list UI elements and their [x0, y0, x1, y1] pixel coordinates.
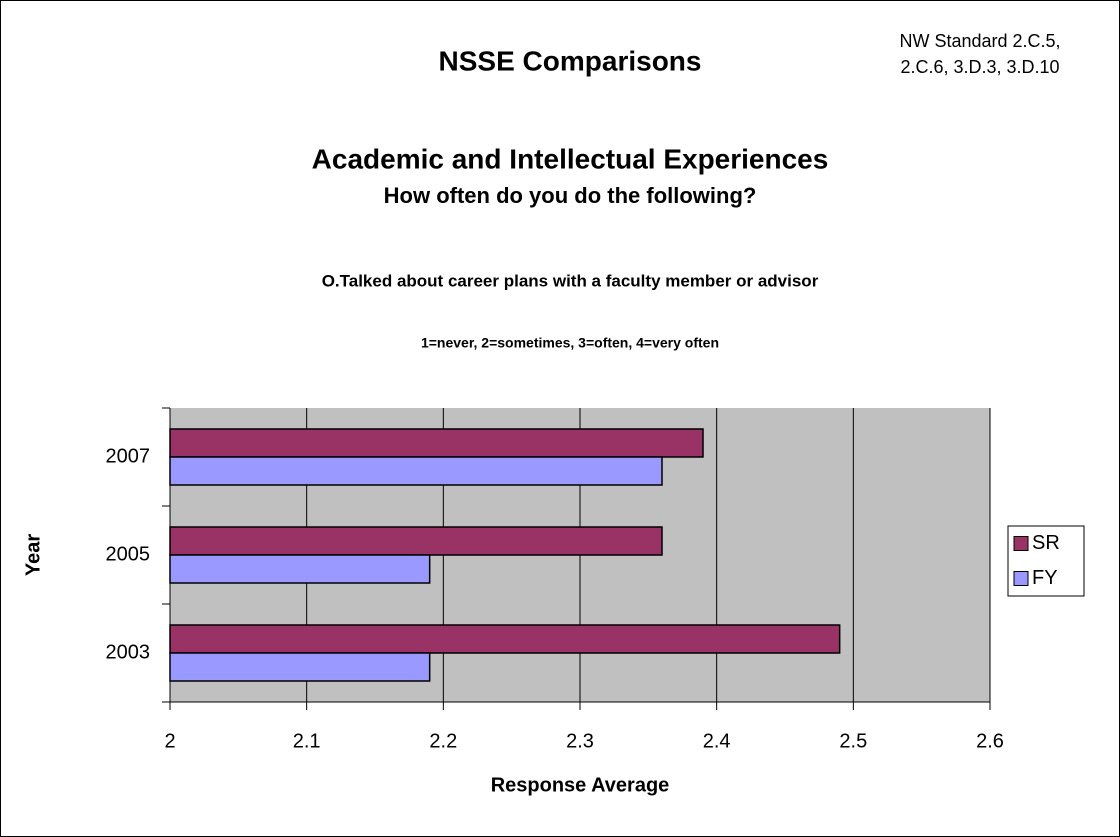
bar: [169, 652, 431, 682]
x-tick-label: 2.2: [429, 730, 457, 752]
subtitle: How often do you do the following?: [384, 183, 757, 208]
note: 2.C.6, 3.D.3, 3.D.10: [900, 57, 1059, 77]
y-axis-label: Year: [22, 534, 44, 576]
note: NW Standard 2.C.5,: [899, 31, 1060, 51]
bar: [169, 624, 841, 654]
legend-swatch: [1013, 536, 1029, 551]
legend-label: FY: [1032, 567, 1058, 589]
x-tick-label: 2.3: [566, 730, 594, 752]
y-tick-label: 2005: [106, 543, 151, 565]
x-tick-label: 2.5: [839, 730, 867, 752]
bar: [169, 554, 431, 584]
x-tick-label: 2.1: [293, 730, 321, 752]
bar: [169, 456, 663, 486]
subtitle: Academic and Intellectual Experiences: [312, 143, 829, 174]
y-tick-label: 2007: [106, 445, 151, 467]
x-tick-label: 2: [164, 730, 175, 752]
x-tick-label: 2.4: [703, 730, 731, 752]
chart-title: NSSE Comparisons: [439, 45, 702, 76]
y-tick-label: 2003: [106, 641, 151, 663]
question: O.Talked about career plans with a facul…: [322, 271, 819, 290]
bar: [169, 428, 704, 458]
legend-label: SR: [1032, 532, 1060, 554]
legend-swatch: [1013, 571, 1029, 586]
x-tick-label: 2.6: [976, 730, 1004, 752]
bar: [169, 526, 663, 556]
scale-note: 1=never, 2=sometimes, 3=often, 4=very of…: [421, 335, 719, 351]
x-axis-label: Response Average: [491, 774, 670, 796]
